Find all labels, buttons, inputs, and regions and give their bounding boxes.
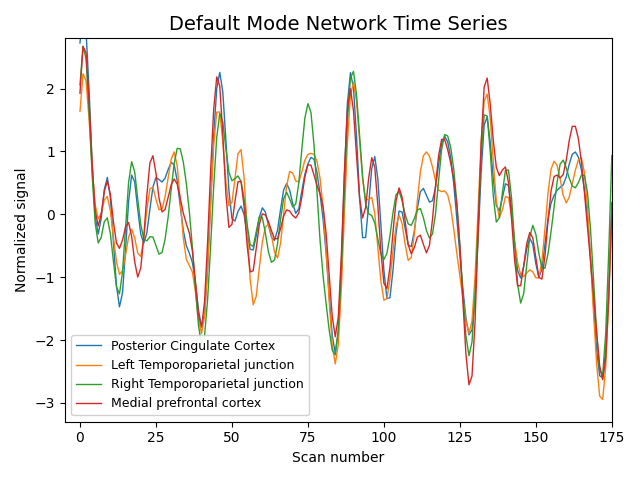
Posterior Cingulate Cortex [76,40,84,46]
Medial prefrontal cortex [79,44,87,49]
Right Temporoparietal junction [104,215,111,221]
Left Temporoparietal junction [380,297,388,303]
Posterior Cingulate Cortex [167,159,175,165]
Left Temporoparietal junction [125,234,132,240]
Medial prefrontal cortex [104,178,111,184]
Legend: Posterior Cingulate Cortex, Left Temporoparietal junction, Right Temporoparietal: Posterior Cingulate Cortex, Left Temporo… [71,335,308,416]
Posterior Cingulate Cortex [255,215,263,220]
Posterior Cingulate Cortex [608,200,616,205]
Right Temporoparietal junction [599,372,607,378]
Left Temporoparietal junction [76,108,84,114]
Left Temporoparietal junction [255,265,263,271]
Line: Posterior Cingulate Cortex: Posterior Cingulate Cortex [80,9,612,378]
Medial prefrontal cortex [465,382,473,388]
Posterior Cingulate Cortex [104,175,111,180]
Medial prefrontal cortex [76,90,84,96]
Right Temporoparietal junction [575,180,582,185]
Medial prefrontal cortex [255,222,263,228]
Right Temporoparietal junction [380,257,388,263]
Right Temporoparietal junction [167,187,175,192]
Medial prefrontal cortex [577,159,585,165]
Left Temporoparietal junction [104,193,111,199]
Left Temporoparietal junction [599,396,607,402]
Line: Left Temporoparietal junction: Left Temporoparietal junction [80,74,612,399]
Posterior Cingulate Cortex [380,267,388,273]
Left Temporoparietal junction [79,71,87,77]
Right Temporoparietal junction [76,82,84,88]
Posterior Cingulate Cortex [599,375,607,381]
Posterior Cingulate Cortex [575,154,582,160]
Right Temporoparietal junction [255,214,263,220]
Y-axis label: Normalized signal: Normalized signal [15,168,29,292]
Medial prefrontal cortex [167,182,175,188]
Right Temporoparietal junction [79,43,87,49]
Title: Default Mode Network Time Series: Default Mode Network Time Series [169,15,508,34]
Posterior Cingulate Cortex [79,6,87,12]
Line: Medial prefrontal cortex: Medial prefrontal cortex [80,47,612,385]
Medial prefrontal cortex [608,210,616,216]
X-axis label: Scan number: Scan number [292,451,385,465]
Line: Right Temporoparietal junction: Right Temporoparietal junction [80,46,612,375]
Medial prefrontal cortex [125,219,132,225]
Left Temporoparietal junction [167,156,175,162]
Posterior Cingulate Cortex [125,199,132,204]
Right Temporoparietal junction [608,153,616,158]
Left Temporoparietal junction [608,210,616,216]
Medial prefrontal cortex [380,280,388,286]
Left Temporoparietal junction [575,157,582,163]
Right Temporoparietal junction [125,180,132,185]
